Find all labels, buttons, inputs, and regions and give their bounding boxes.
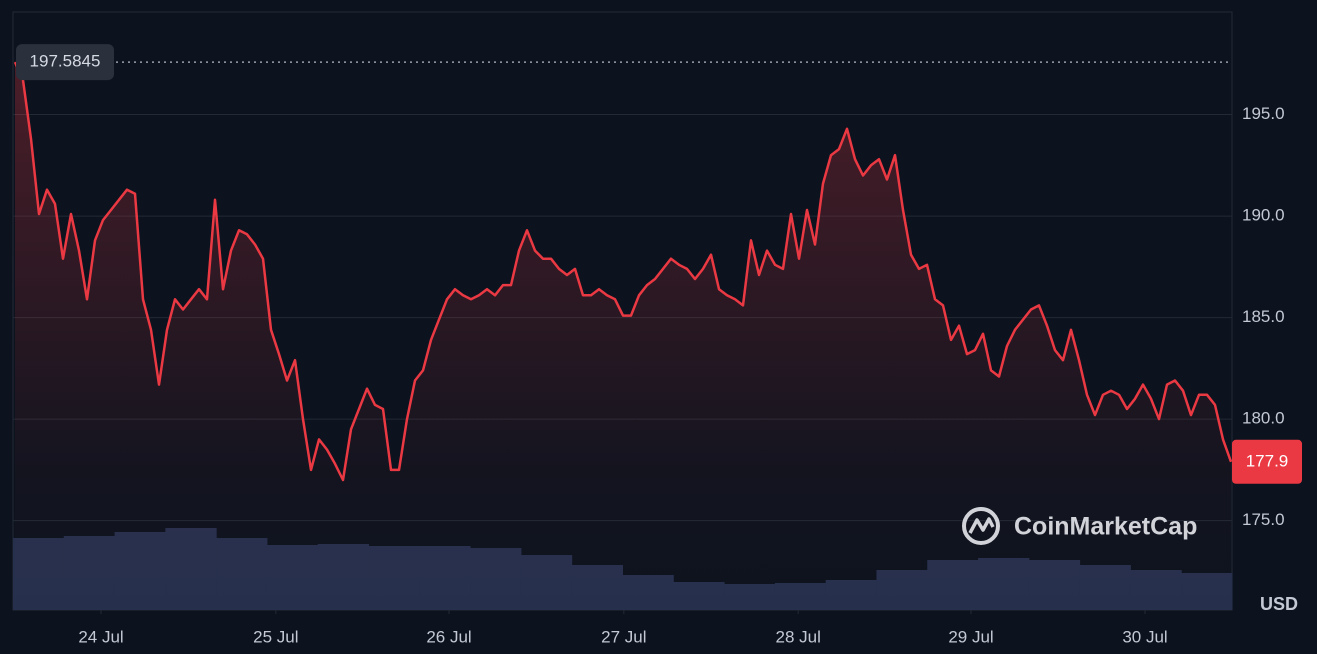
current-price-box	[1232, 439, 1302, 484]
y-axis-label: USD	[1260, 594, 1298, 614]
x-tick-label: 27 Jul	[601, 627, 646, 646]
label-layer: 175.0 180.0 185.0 190.0 195.0 24 Jul 25 Jul 26 …	[16, 44, 1302, 646]
price-line	[13, 61, 1233, 482]
plot-layer	[13, 61, 1233, 611]
x-tick-label: 25 Jul	[253, 627, 298, 646]
reference-label-box	[16, 44, 114, 81]
current-price-label: 177.9	[1246, 451, 1289, 470]
x-tick-label: 28 Jul	[776, 627, 821, 646]
y-tick-label: 190.0	[1242, 206, 1285, 225]
x-tick-label: 26 Jul	[426, 627, 471, 646]
y-tick-label: 195.0	[1242, 104, 1285, 123]
y-tick-label: 185.0	[1242, 307, 1285, 326]
y-tick-label: 180.0	[1242, 409, 1285, 428]
x-tick-label: 24 Jul	[78, 627, 123, 646]
price-area	[15, 62, 1231, 611]
watermark-text: CoinMarketCap	[1014, 513, 1197, 541]
watermark: CoinMarketCap	[962, 507, 1197, 545]
reference-label: 197.5845	[30, 52, 101, 71]
y-tick-label: 175.0	[1242, 510, 1285, 529]
watermark-logo-mark	[968, 517, 995, 534]
watermark-logo	[962, 507, 1000, 545]
x-tick-label: 29 Jul	[948, 627, 993, 646]
x-tick-label: 30 Jul	[1122, 627, 1167, 646]
